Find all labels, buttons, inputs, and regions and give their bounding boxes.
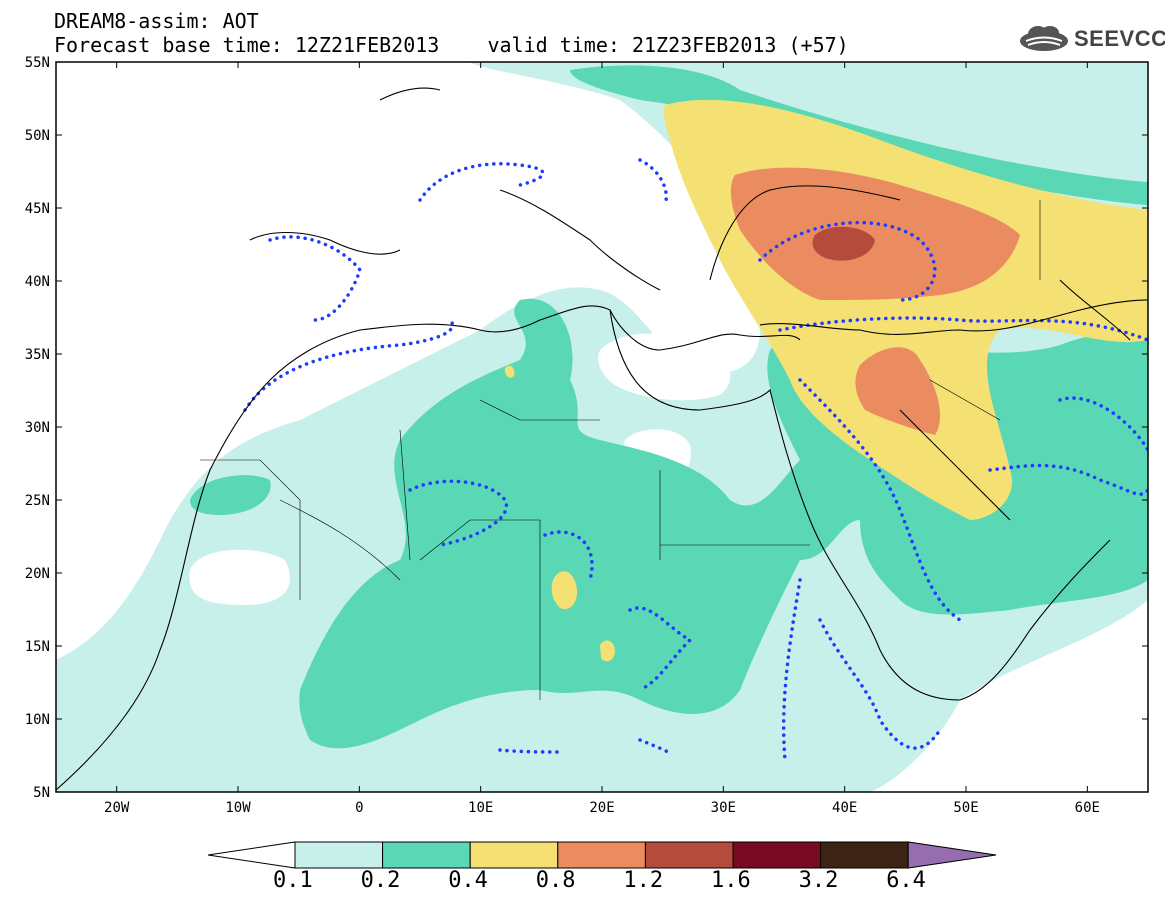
colorbar-label: 1.6 <box>711 868 751 893</box>
aot-fields <box>56 62 1148 792</box>
lat-tick-label: 5N <box>33 785 50 801</box>
seevccc-logo: SEEVCCC <box>1018 24 1165 54</box>
colorbar-label: 3.2 <box>798 868 839 893</box>
aot-band-1.2 <box>812 226 875 261</box>
lon-tick-label: 20E <box>589 800 614 816</box>
aot-clear-zone <box>189 549 291 605</box>
aot-band-0.4-patch <box>551 571 578 610</box>
lon-tick-label: 20W <box>104 800 130 816</box>
lon-tick-label: 10W <box>225 800 251 816</box>
colorbar-segment <box>644 841 734 869</box>
forecast-time-label: Forecast base time: 12Z21FEB2013 valid t… <box>54 33 849 57</box>
colorbar-segment <box>732 841 822 869</box>
lat-tick-label: 20N <box>25 566 50 582</box>
colorbar-segment <box>382 841 471 869</box>
cloud-icon <box>1020 26 1068 51</box>
lat-tick-label: 10N <box>25 712 50 728</box>
lat-tick-label: 25N <box>25 493 50 509</box>
lon-tick-label: 10E <box>468 800 493 816</box>
lat-tick-label: 30N <box>25 420 50 436</box>
lon-tick-label: 40E <box>832 800 857 816</box>
logo-text: SEEVCCC <box>1074 26 1165 51</box>
aot-band-0.4-patch <box>600 640 615 662</box>
dust-contours <box>243 158 1148 762</box>
colorbar-segment <box>820 841 909 869</box>
aot-band-0.8 <box>730 167 1020 300</box>
colorbar-label: 1.2 <box>623 868 664 893</box>
map-title: DREAM8-assim: AOT <box>54 9 259 33</box>
lat-tick-label: 35N <box>25 347 50 363</box>
lat-tick-label: 45N <box>25 201 50 217</box>
colorbar-label: 0.2 <box>360 868 401 893</box>
lon-tick-label: 50E <box>953 800 978 816</box>
colorbar-segment <box>469 841 559 869</box>
lon-tick-label: 60E <box>1075 800 1100 816</box>
lat-tick-label: 55N <box>25 55 50 71</box>
colorbar <box>207 841 997 869</box>
coastlines <box>56 87 1148 791</box>
colorbar-segment <box>294 841 384 869</box>
colorbar-under-arrow <box>207 841 296 869</box>
aot-band-0.2-west <box>190 475 271 515</box>
aot-band-0.4-patch <box>504 365 515 378</box>
colorbar-label: 0.8 <box>535 868 576 893</box>
lat-tick-label: 15N <box>25 639 50 655</box>
country-borders <box>200 200 1041 700</box>
colorbar-over-arrow <box>907 841 997 869</box>
lat-tick-label: 50N <box>25 128 50 144</box>
lon-tick-label: 0 <box>355 800 363 816</box>
colorbar-segment <box>557 841 646 869</box>
colorbar-label: 0.4 <box>448 868 488 893</box>
lat-tick-label: 40N <box>25 274 50 290</box>
colorbar-label: 6.4 <box>886 868 926 893</box>
aot-band-0.8-south <box>855 347 940 435</box>
axis-ticks: 55N 50N 45N 40N 35N 30N 25N 20N 15N 10N 5N 20W 10W 0 1… <box>25 55 1148 816</box>
aot-clear-zone <box>598 333 731 401</box>
colorbar-label: 0.1 <box>273 868 313 893</box>
lon-tick-label: 30E <box>711 800 736 816</box>
